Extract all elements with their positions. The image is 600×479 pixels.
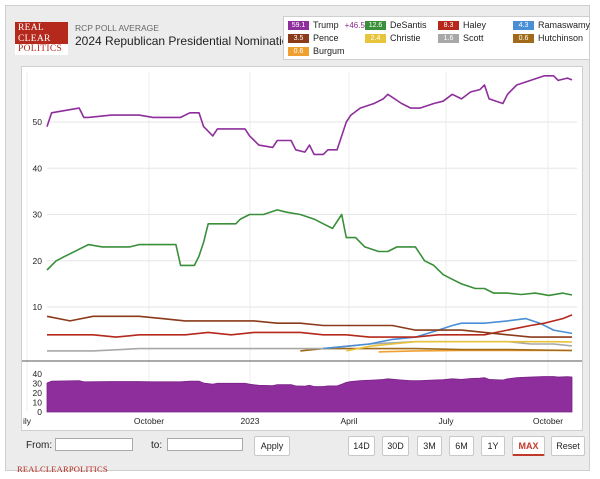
lower-y-tick-label: 0	[37, 407, 42, 417]
legend-label: Trump	[313, 20, 339, 30]
legend-item-scott[interactable]: 1.6 Scott	[438, 33, 484, 45]
legend-label: Hutchinson	[538, 33, 584, 43]
range-3m-button[interactable]: 3M	[417, 436, 442, 456]
controls-bar: From: to: Apply 14D 30D 3M 6M 1Y MAX Res…	[21, 436, 586, 458]
legend-label: Scott	[463, 33, 484, 43]
legend-value: 2.4	[365, 34, 386, 44]
legend-label: Ramaswamy	[538, 20, 591, 30]
lower-y-tick-label: 20	[33, 388, 43, 398]
x-tick-label: July	[438, 416, 454, 426]
range-max-button[interactable]: MAX	[512, 436, 545, 456]
legend-spread: +46.5	[344, 21, 365, 30]
series-line-pence	[46, 315, 572, 338]
y-tick-label: 20	[33, 256, 43, 266]
lower-y-tick-label: 30	[33, 378, 43, 388]
y-tick-label: 40	[33, 163, 43, 173]
chart-title: 2024 Republican Presidential Nomination	[75, 34, 296, 48]
lower-y-tick-label: 10	[33, 397, 43, 407]
legend-item-burgum[interactable]: 0.6 Burgum	[288, 46, 345, 58]
to-label: to:	[151, 440, 163, 451]
y-tick-label: 30	[33, 210, 43, 220]
legend: 59.1 Trump +46.5 12.6 DeSantis 8.3 Haley 4.3 Ram…	[283, 16, 590, 60]
legend-value: 3.5	[288, 34, 309, 44]
from-date-input[interactable]	[55, 438, 133, 451]
reset-button[interactable]: Reset	[551, 436, 585, 456]
range-1y-button[interactable]: 1Y	[481, 436, 505, 456]
series-line-trump	[46, 75, 573, 156]
series-line-desantis	[46, 209, 573, 297]
legend-value: 8.3	[438, 21, 459, 31]
rcp-logo: REAL CLEAR POLITICS	[15, 22, 68, 55]
range-6m-button[interactable]: 6M	[449, 436, 474, 456]
logo-line-3: POLITICS	[15, 44, 68, 55]
logo-line-1: REAL	[18, 23, 45, 33]
series-line-ramaswamy	[323, 317, 573, 350]
poll-widget: REAL CLEAR POLITICS RCP POLL AVERAGE 202…	[5, 5, 590, 474]
legend-value: 0.6	[513, 34, 534, 44]
legend-value: 1.6	[438, 34, 459, 44]
legend-label: DeSantis	[390, 20, 427, 30]
legend-item-desantis[interactable]: 12.6 DeSantis	[365, 20, 427, 32]
range-30d-button[interactable]: 30D	[382, 436, 409, 456]
apply-button[interactable]: Apply	[254, 436, 290, 456]
x-tick-label: October	[134, 416, 164, 426]
legend-value: 4.3	[513, 21, 534, 31]
legend-label: Burgum	[313, 46, 345, 56]
x-tick-label: April	[340, 416, 357, 426]
lower-y-tick-label: 40	[33, 369, 43, 379]
x-tick-label: October	[533, 416, 563, 426]
logo-line-2: CLEAR	[18, 33, 51, 44]
series-line-haley	[47, 314, 573, 338]
legend-item-hutchinson[interactable]: 0.6 Hutchinson	[513, 33, 583, 45]
to-date-input[interactable]	[167, 438, 243, 451]
from-label: From:	[26, 440, 53, 451]
legend-label: Haley	[463, 20, 487, 30]
chart-subtitle: RCP POLL AVERAGE	[75, 23, 159, 33]
x-tick-label: 2023	[241, 416, 260, 426]
legend-label: Christie	[390, 33, 421, 43]
navigator-area	[46, 376, 573, 413]
legend-item-ramaswamy[interactable]: 4.3 Ramaswamy	[513, 20, 590, 32]
legend-item-pence[interactable]: 3.5 Pence	[288, 33, 339, 45]
y-tick-label: 10	[33, 302, 43, 312]
plot-area: 10 20 30 40 50 0 10 20 30 40 ily October 2023 April Ju…	[21, 66, 583, 431]
y-tick-label: 50	[33, 117, 43, 127]
legend-value: 59.1	[288, 21, 309, 31]
legend-value: 12.6	[365, 21, 386, 31]
legend-item-haley[interactable]: 8.3 Haley	[438, 20, 486, 32]
footer-brand: REALCLEARPOLITICS	[17, 464, 108, 474]
range-14d-button[interactable]: 14D	[348, 436, 375, 456]
x-tick-label: ily	[23, 416, 32, 426]
series-line-christie	[346, 340, 573, 352]
legend-item-trump[interactable]: 59.1 Trump +46.5	[288, 20, 365, 32]
legend-value: 0.6	[288, 47, 309, 57]
legend-item-christie[interactable]: 2.4 Christie	[365, 33, 421, 45]
legend-label: Pence	[313, 33, 339, 43]
